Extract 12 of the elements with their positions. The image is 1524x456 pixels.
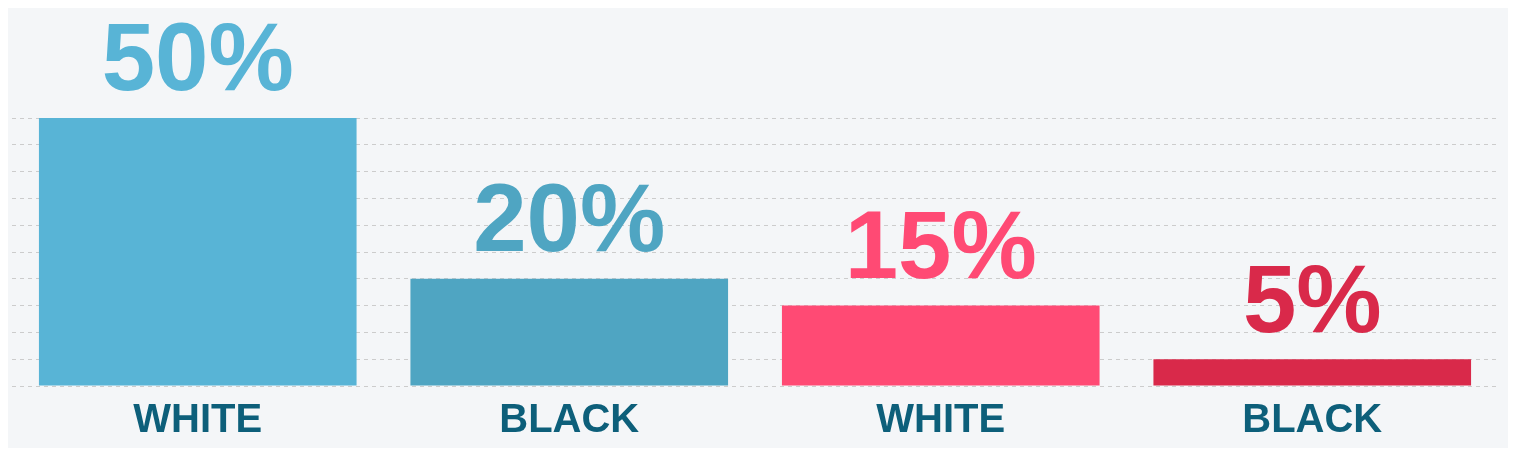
bar <box>410 278 729 386</box>
bar <box>781 305 1100 386</box>
bar <box>1153 359 1472 386</box>
data-label: 15% <box>844 191 1037 299</box>
x-tick-label: WHITE <box>876 396 1006 441</box>
data-label: 5% <box>1242 244 1382 352</box>
x-tick-label: BLACK <box>1242 396 1383 441</box>
bar <box>38 118 357 386</box>
data-label: 50% <box>101 3 294 111</box>
x-tick-label: BLACK <box>499 396 640 441</box>
x-tick-label: WHITE <box>133 396 263 441</box>
data-label: 20% <box>473 164 666 272</box>
